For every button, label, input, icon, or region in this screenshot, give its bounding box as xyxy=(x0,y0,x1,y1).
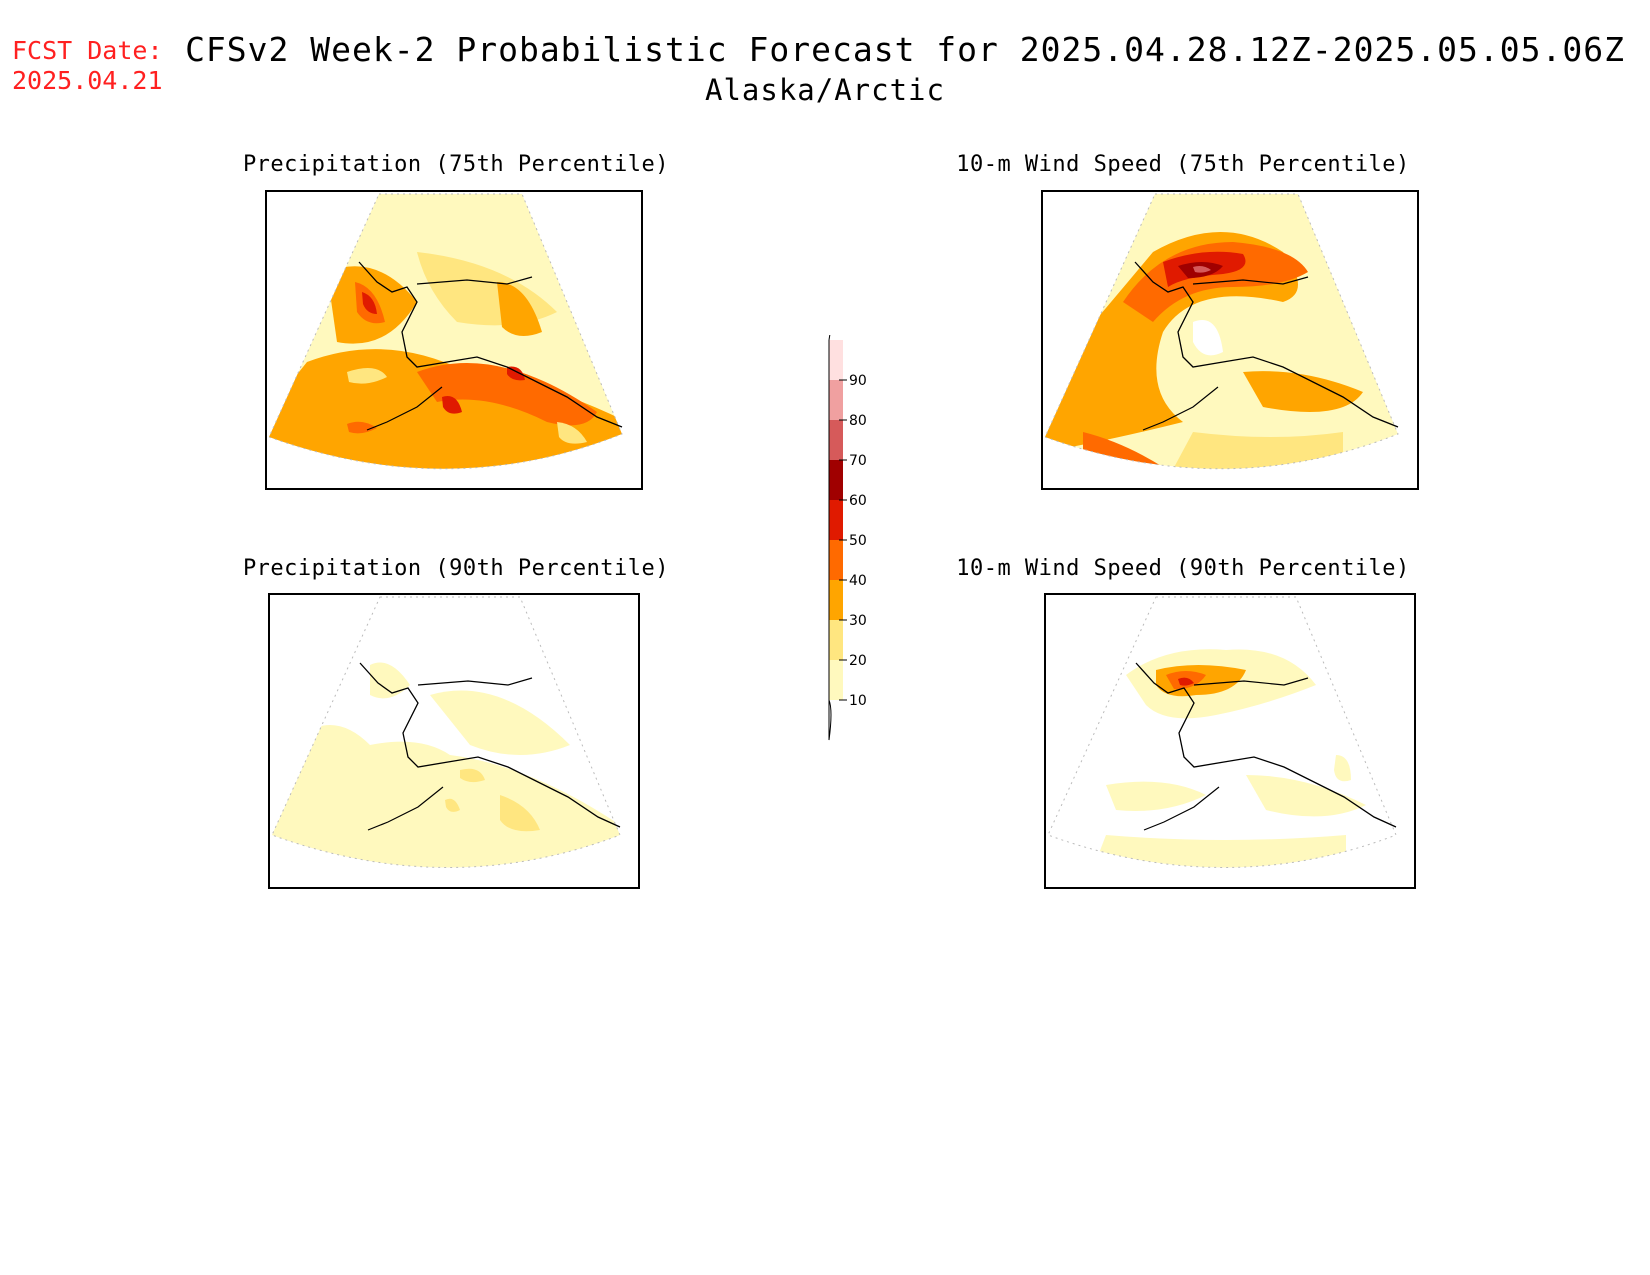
panel-title-wind-90: 10-m Wind Speed (90th Percentile) xyxy=(956,556,1410,581)
colorbar-swatch xyxy=(829,500,843,540)
figure-subtitle: Alaska/Arctic xyxy=(705,73,945,107)
map-panel-precip-90 xyxy=(268,593,640,889)
colorbar-swatch xyxy=(829,380,843,420)
panel-title-wind-75: 10-m Wind Speed (75th Percentile) xyxy=(956,152,1410,177)
colorbar-tick-label: 50 xyxy=(849,533,867,549)
colorbar-tick-label: 30 xyxy=(849,613,867,629)
figure-title-block: CFSv2 Week-2 Probabilistic Forecast for … xyxy=(0,30,1650,107)
colorbar-tick-label: 70 xyxy=(849,453,867,469)
colorbar-svg: 10 20 30 40 50 60 70 80 90 xyxy=(828,314,867,741)
colorbar: 10 20 30 40 50 60 70 80 90 xyxy=(815,314,885,749)
forecast-date-label: FCST Date: xyxy=(12,36,163,65)
colorbar-bottom-cap xyxy=(828,699,832,741)
panel-title-precip-90: Precipitation (90th Percentile) xyxy=(242,556,670,581)
colorbar-tick-label: 80 xyxy=(849,413,867,429)
map-panel-precip-75 xyxy=(265,190,643,490)
colorbar-swatch xyxy=(829,540,843,580)
figure-title: CFSv2 Week-2 Probabilistic Forecast for … xyxy=(185,30,1625,69)
colorbar-swatch xyxy=(829,620,843,660)
colorbar-swatch xyxy=(829,460,843,500)
map-panel-wind-75 xyxy=(1041,190,1419,490)
panel-title-precip-75: Precipitation (75th Percentile) xyxy=(242,152,670,177)
colorbar-tick-label: 20 xyxy=(849,653,867,669)
forecast-date-block: FCST Date: 2025.04.21 xyxy=(12,36,163,96)
colorbar-tick-label: 60 xyxy=(849,493,867,509)
colorbar-tick-label: 10 xyxy=(849,693,867,709)
colorbar-swatch xyxy=(829,660,843,700)
colorbar-tick-label: 40 xyxy=(849,573,867,589)
colorbar-swatch xyxy=(829,420,843,460)
colorbar-top-cap xyxy=(828,314,834,341)
colorbar-swatch xyxy=(829,580,843,620)
colorbar-swatch xyxy=(829,340,843,380)
forecast-date-value: 2025.04.21 xyxy=(12,66,163,95)
map-panel-wind-90 xyxy=(1044,593,1416,889)
colorbar-tick-label: 90 xyxy=(849,373,867,389)
